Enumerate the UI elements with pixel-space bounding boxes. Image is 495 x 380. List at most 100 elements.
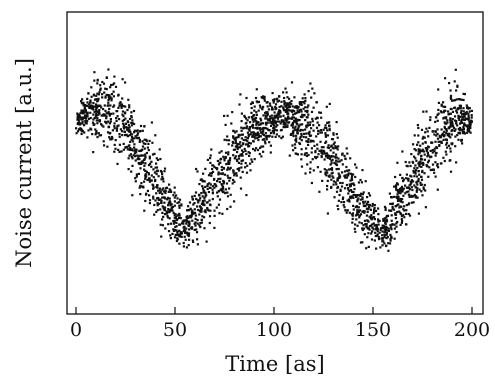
data-point [205,194,208,197]
data-point [243,147,246,151]
data-point [300,110,303,113]
data-point [185,222,188,225]
data-point [311,120,314,123]
data-point [197,208,200,212]
data-point [286,112,289,115]
data-point [312,129,315,132]
data-point [120,130,124,133]
data-point [189,216,193,219]
x-tick-label-0: 0 [70,319,82,341]
data-point [103,91,106,94]
data-point [239,141,242,144]
data-point [397,189,400,192]
data-point [221,185,225,188]
data-point [248,154,251,157]
data-point [155,172,158,176]
data-point [108,136,111,139]
data-point [133,129,136,132]
data-point [426,155,429,158]
data-point [228,159,232,162]
data-point [170,190,173,193]
data-point [400,187,403,190]
data-point [178,206,181,209]
data-point [335,190,339,193]
data-point [176,238,179,241]
data-point [455,89,458,92]
data-point [361,227,364,230]
data-point [203,197,206,200]
data-point [129,153,132,156]
data-point [96,117,99,120]
data-point [444,122,447,125]
data-point [454,99,457,102]
data-point [261,133,264,136]
data-point [391,223,394,226]
data-point [151,153,155,156]
data-point [367,200,370,203]
data-point [443,130,446,133]
data-point [326,146,329,149]
data-point [126,134,130,137]
data-point [107,126,110,129]
data-point [274,135,277,138]
data-point [358,214,361,217]
data-point [444,105,447,108]
data-point [396,210,399,214]
data-point [211,185,215,188]
data-point [271,135,274,138]
data-point [93,71,96,74]
data-point [391,205,394,208]
data-point [108,114,111,117]
data-point [251,124,254,127]
data-point [319,170,322,173]
data-point [305,116,308,119]
data-point [175,194,178,197]
data-point [109,96,112,99]
data-point [307,104,310,107]
data-point [229,176,232,180]
data-point [462,113,465,116]
data-point [422,150,425,153]
data-point [317,153,320,156]
data-point [318,190,321,193]
data-point [373,239,376,242]
data-point [462,118,466,121]
data-point [253,149,257,152]
data-point [456,107,459,110]
data-point [84,104,87,107]
data-point [437,88,440,91]
data-point [448,127,451,130]
data-point [209,183,212,186]
data-point [236,144,239,147]
data-point [220,189,224,192]
data-point [155,162,158,165]
data-point [415,195,418,198]
data-point [451,110,455,113]
data-point [454,68,457,71]
data-point [165,186,168,190]
data-point [435,116,438,119]
data-point [257,133,260,136]
data-point [394,175,397,179]
data-point [444,150,447,153]
data-point [276,113,279,116]
data-point [166,215,169,218]
data-point [95,119,98,122]
data-point [330,185,333,189]
data-point [237,161,240,164]
data-point [120,106,123,109]
data-point [316,155,319,159]
data-point [106,145,109,148]
data-point [422,163,425,166]
data-point [253,105,256,108]
data-point [204,167,207,170]
data-point [95,104,98,107]
data-point [157,196,160,200]
data-point [465,110,468,114]
data-point [320,146,323,149]
data-point [376,230,379,233]
data-point [421,142,424,145]
data-point [377,238,381,241]
data-point [305,136,308,139]
data-point [150,160,153,163]
